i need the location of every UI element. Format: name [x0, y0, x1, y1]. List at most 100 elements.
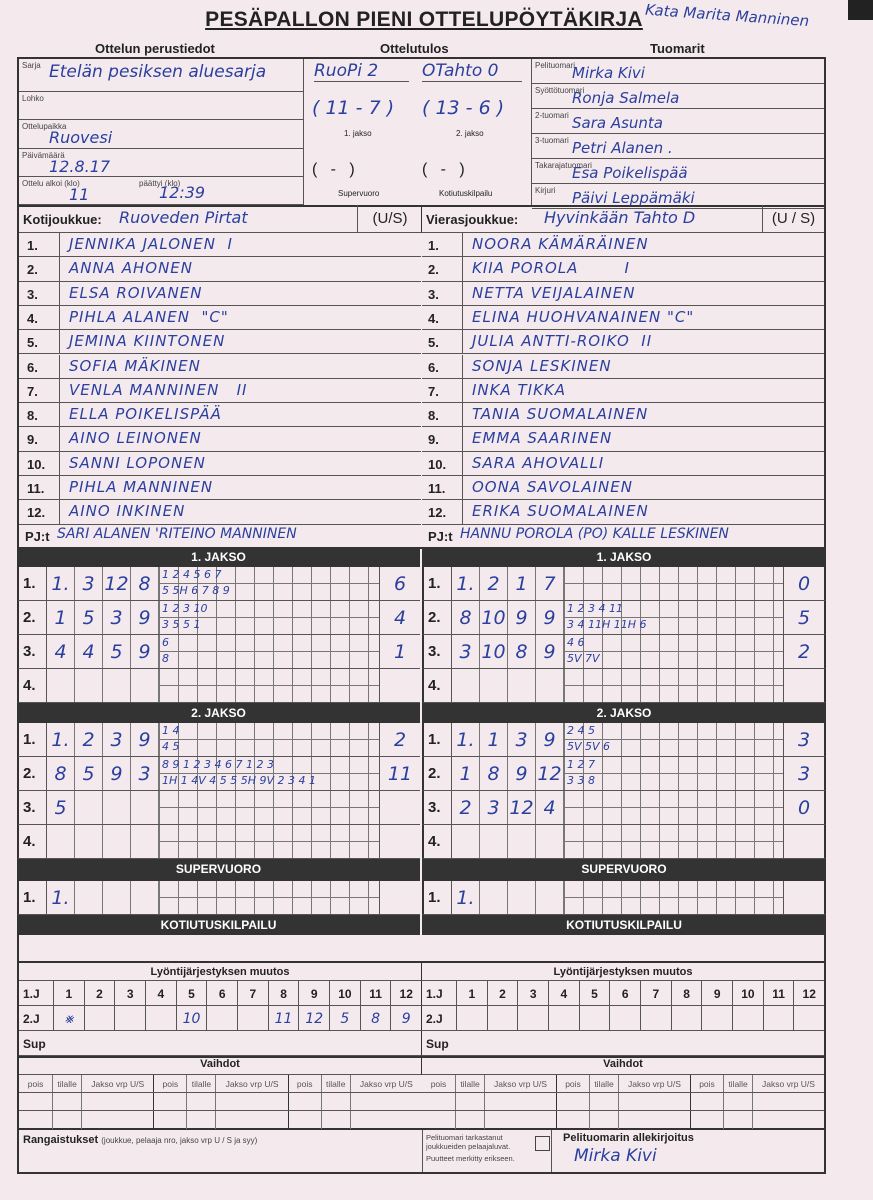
batter-cell[interactable]: 10	[480, 601, 508, 634]
lineup-cell[interactable]	[701, 1031, 732, 1055]
lineup-cell[interactable]: 11	[267, 1006, 299, 1030]
batter-cell[interactable]	[131, 825, 159, 858]
player-name[interactable]: OONA SAVOLAINEN	[472, 478, 633, 496]
lineup-cell[interactable]	[456, 1031, 487, 1055]
player-name[interactable]: NETTA VEIJALAINEN	[472, 283, 636, 302]
substitution-cell[interactable]	[19, 1111, 52, 1129]
batter-cell[interactable]: 9	[536, 723, 564, 756]
batter-cell[interactable]: 1	[47, 601, 75, 634]
batter-cell[interactable]: 12	[508, 791, 536, 824]
batter-cell[interactable]	[480, 669, 508, 702]
batter-cell[interactable]	[536, 669, 564, 702]
substitution-cell[interactable]	[52, 1093, 81, 1110]
run-grid[interactable]	[159, 825, 380, 858]
run-grid[interactable]	[564, 791, 784, 824]
batter-cell[interactable]: 3	[452, 635, 480, 668]
substitution-cell[interactable]	[618, 1111, 690, 1129]
batter-cell[interactable]: 8	[131, 567, 159, 600]
batter-cell[interactable]: 2	[480, 567, 508, 600]
substitution-cell[interactable]	[723, 1093, 752, 1110]
lineup-cell[interactable]	[486, 1006, 518, 1030]
coaches-names[interactable]: HANNU POROLA (PO) KALLE LESKINEN	[460, 525, 729, 542]
lineup-cell[interactable]	[793, 1006, 824, 1030]
substitution-cell[interactable]	[19, 1093, 52, 1110]
batter-cell[interactable]: 12	[103, 567, 131, 600]
player-name[interactable]: KIIA POROLA I	[472, 259, 630, 278]
lineup-cell[interactable]: 5	[329, 1006, 360, 1030]
kotiutus-area[interactable]	[17, 935, 826, 963]
substitution-cell[interactable]	[455, 1111, 484, 1129]
substitution-cell[interactable]	[422, 1111, 455, 1129]
inning-total[interactable]: 11	[387, 763, 413, 785]
player-name[interactable]: JENNIKA JALONEN I	[69, 235, 233, 253]
player-name[interactable]: ELINA HUOHVANAINEN "C"	[472, 307, 695, 326]
player-name[interactable]: TANIA SUOMALAINEN	[472, 405, 649, 424]
lineup-cell[interactable]: 9	[390, 1006, 421, 1030]
batter-cell[interactable]	[131, 881, 159, 914]
lineup-cell[interactable]	[237, 1031, 268, 1055]
player-name[interactable]: JULIA ANTTI-ROIKO II	[472, 332, 653, 351]
batter-cell[interactable]: 3	[131, 757, 159, 790]
batter-cell[interactable]: 3	[508, 723, 536, 756]
lineup-cell[interactable]	[609, 1006, 640, 1030]
substitution-cell[interactable]	[186, 1093, 215, 1110]
lineup-cell[interactable]	[517, 1006, 548, 1030]
substitution-cell[interactable]	[556, 1093, 589, 1110]
substitution-cell[interactable]	[589, 1111, 618, 1129]
batter-cell[interactable]: 9	[131, 601, 159, 634]
lineup-cell[interactable]	[390, 1031, 421, 1055]
substitution-cell[interactable]	[484, 1093, 556, 1110]
batter-cell[interactable]	[103, 669, 131, 702]
coaches-names[interactable]: SARI ALANEN 'RITEINO MANNINEN	[57, 525, 297, 542]
batter-cell[interactable]: 1	[508, 567, 536, 600]
batter-cell[interactable]: 3	[103, 601, 131, 634]
batter-cell[interactable]: 1	[452, 757, 480, 790]
run-grid[interactable]	[564, 881, 784, 914]
inning-total[interactable]	[380, 669, 420, 702]
player-name[interactable]: NOORA KÄMÄRÄINEN	[472, 235, 649, 253]
player-name[interactable]: PIHLA ALANEN "C"	[69, 307, 229, 326]
substitution-cell[interactable]	[349, 1111, 422, 1129]
batter-cell[interactable]: 4	[75, 635, 103, 668]
player-name[interactable]: ELSA ROIVANEN	[69, 283, 203, 302]
referee-name[interactable]: Sara Asunta	[572, 114, 664, 132]
inning-total[interactable]: 0	[797, 573, 811, 595]
referee-name[interactable]: Mirka Kivi	[572, 64, 645, 82]
substitution-cell[interactable]	[287, 1093, 321, 1110]
inning-total[interactable]: 3	[797, 763, 811, 785]
batter-cell[interactable]	[508, 669, 536, 702]
lineup-cell[interactable]	[206, 1006, 237, 1030]
batter-cell[interactable]: 7	[536, 567, 564, 600]
batter-cell[interactable]: 5	[75, 757, 103, 790]
batter-cell[interactable]	[536, 825, 564, 858]
batter-cell[interactable]	[480, 825, 508, 858]
batter-cell[interactable]: 4	[536, 791, 564, 824]
inning-total[interactable]: 3	[797, 729, 811, 751]
substitution-cell[interactable]	[752, 1111, 824, 1129]
batter-cell[interactable]: 9	[103, 757, 131, 790]
inning-total[interactable]	[380, 881, 420, 914]
batter-cell[interactable]: 9	[536, 601, 564, 634]
run-grid[interactable]	[564, 825, 784, 858]
batter-cell[interactable]: 1.	[47, 567, 75, 600]
run-grid[interactable]	[159, 791, 380, 824]
substitution-cell[interactable]	[455, 1093, 484, 1110]
substitution-cell[interactable]	[723, 1111, 752, 1129]
lineup-cell[interactable]: 10	[175, 1006, 207, 1030]
player-name[interactable]: AINO INKINEN	[69, 502, 186, 521]
run-grid[interactable]: 1 2 4 5 6 7 5 5H 6 7 8 9	[159, 567, 380, 600]
batter-cell[interactable]	[103, 825, 131, 858]
inning-total[interactable]: 6	[393, 573, 407, 595]
substitution-cell[interactable]	[52, 1111, 81, 1129]
lineup-cell[interactable]	[329, 1031, 360, 1055]
run-grid[interactable]	[159, 881, 380, 914]
lineup-cell[interactable]	[145, 1006, 176, 1030]
batter-cell[interactable]	[103, 791, 131, 824]
substitution-cell[interactable]	[215, 1111, 287, 1129]
lineup-cell[interactable]: 8	[359, 1006, 391, 1030]
player-name[interactable]: AINO LEINONEN	[69, 429, 202, 448]
lineup-cell[interactable]	[237, 1006, 268, 1030]
player-name[interactable]: ERIKA SUOMALAINEN	[472, 502, 649, 521]
inning-total[interactable]	[380, 825, 420, 858]
